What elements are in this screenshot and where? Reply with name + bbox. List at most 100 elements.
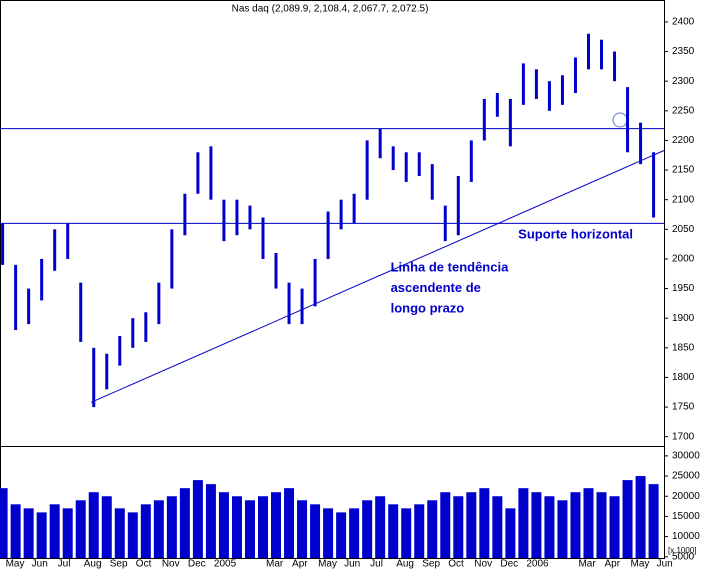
x-tick-label: Nov: [162, 559, 180, 570]
volume-bar: [440, 492, 451, 558]
x-tick-label: Jun: [657, 559, 673, 570]
x-tick-label: Dec: [500, 559, 518, 570]
y-tick-label: 2400: [672, 17, 695, 28]
volume-bar: [166, 496, 177, 558]
annotation: ascendente de: [391, 280, 481, 295]
x-tick-label: Aug: [84, 559, 102, 570]
y-tick-label: 2200: [672, 135, 695, 146]
volume-bar: [336, 512, 347, 558]
volume-bar: [544, 496, 555, 558]
y-tick-label: 2000: [672, 254, 695, 265]
y2-tick-label: 20000: [672, 491, 700, 502]
y-tick-label: 1800: [672, 372, 695, 383]
volume-bar: [427, 500, 438, 558]
volume-bar: [609, 496, 620, 558]
x-tick-label: Mar: [266, 559, 284, 570]
volume-bar: [557, 500, 568, 558]
volume-bar: [583, 488, 594, 558]
volume-bar: [349, 508, 360, 558]
volume-bar: [622, 480, 633, 558]
volume-bar: [596, 492, 607, 558]
y-tick-label: 2050: [672, 224, 695, 235]
x-tick-label: Jun: [344, 559, 360, 570]
x-tick-label: Oct: [136, 559, 152, 570]
x-tick-label: Mar: [578, 559, 596, 570]
volume-bar: [414, 504, 425, 558]
y-tick-label: 2150: [672, 165, 695, 176]
y-tick-label: 2100: [672, 194, 695, 205]
volume-bar: [297, 500, 308, 558]
y2-tick-label: 25000: [672, 471, 700, 482]
volume-bar: [62, 508, 73, 558]
x-tick-label: Apr: [292, 559, 308, 570]
annotation: longo prazo: [391, 301, 465, 316]
volume-bar: [284, 488, 295, 558]
y2-tick-label: 10000: [672, 531, 700, 542]
volume-bar: [231, 496, 242, 558]
volume-bar: [479, 488, 490, 558]
y-tick-label: 1900: [672, 313, 695, 324]
volume-bar: [648, 484, 659, 558]
volume-bar: [271, 492, 282, 558]
volume-bar: [531, 492, 542, 558]
volume-bar: [205, 484, 216, 558]
x-tick-label: May: [318, 559, 337, 570]
volume-bar: [127, 512, 138, 558]
volume-bar: [375, 496, 386, 558]
volume-bar: [218, 492, 229, 558]
volume-bar: [36, 512, 47, 558]
x-tick-label: Jul: [58, 559, 71, 570]
volume-bar: [114, 508, 125, 558]
volume-bar: [257, 496, 268, 558]
x-tick-label: Nov: [474, 559, 492, 570]
y2-tick-label: 15000: [672, 511, 700, 522]
volume-bar: [153, 500, 164, 558]
y2-tick-label: 30000: [672, 451, 700, 462]
x-tick-label: Oct: [448, 559, 464, 570]
y-tick-label: 1850: [672, 342, 695, 353]
annotation: Suporte horizontal: [518, 227, 633, 242]
volume-bar: [388, 504, 399, 558]
x-tick-label: Jun: [32, 559, 48, 570]
y-tick-label: 1750: [672, 402, 695, 413]
volume-bar: [244, 500, 255, 558]
volume-bar: [492, 496, 503, 558]
y2-tick-label: 5000: [672, 551, 695, 562]
volume-unit: [x 1000]: [668, 546, 696, 555]
volume-bar: [23, 508, 34, 558]
volume-bar: [505, 508, 516, 558]
x-tick-label: Sep: [110, 559, 128, 570]
x-tick-label: Sep: [422, 559, 440, 570]
volume-bar: [49, 504, 60, 558]
plot-border: [0, 0, 665, 559]
volume-bar: [635, 476, 646, 558]
volume-bar: [0, 488, 8, 558]
volume-bar: [453, 496, 464, 558]
x-tick-label: Jul: [370, 559, 383, 570]
volume-bar: [518, 488, 529, 558]
x-tick-label: May: [6, 559, 25, 570]
volume-bar: [88, 492, 99, 558]
volume-bar: [323, 508, 334, 558]
volume-bar: [310, 504, 321, 558]
annotation: Linha de tendência: [391, 259, 510, 274]
x-tick-label: May: [631, 559, 650, 570]
trend-line: [90, 150, 665, 403]
volume-bar: [570, 492, 581, 558]
volume-bar: [401, 508, 412, 558]
y-tick-label: 2350: [672, 46, 695, 57]
volume-bar: [140, 504, 151, 558]
y-tick-label: 1700: [672, 431, 695, 442]
x-tick-label: Apr: [605, 559, 621, 570]
y-tick-label: 1950: [672, 283, 695, 294]
y-tick-label: 2250: [672, 105, 695, 116]
volume-bar: [179, 488, 190, 558]
y-tick-label: 2300: [672, 76, 695, 87]
x-tick-label: 2006: [526, 559, 549, 570]
x-tick-label: Aug: [396, 559, 414, 570]
volume-bar: [10, 504, 21, 558]
volume-bar: [75, 500, 86, 558]
